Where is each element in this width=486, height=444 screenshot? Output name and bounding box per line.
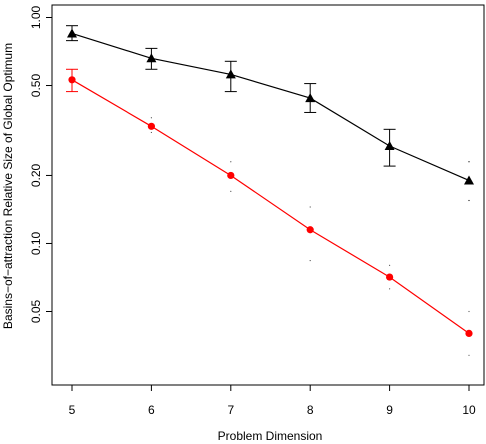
- y-axis-title: Basins−of−attraction Relative Size of Gl…: [1, 43, 15, 329]
- series-line: [71, 32, 470, 182]
- x-tick-label: 5: [69, 403, 76, 417]
- data-point-circle: [465, 329, 473, 337]
- spread-dot-top: [468, 310, 470, 313]
- y-tick-label: 0.20: [29, 163, 43, 187]
- series-layer: [66, 25, 474, 356]
- y-axis: 0.05 0.10 0.20 0.50 1.00: [29, 5, 52, 323]
- series-2: [66, 68, 473, 356]
- spread-dot-bottom: [468, 354, 470, 356]
- data-point-triangle: [146, 53, 157, 63]
- spread-dot-bottom: [309, 259, 311, 262]
- spread-dot-top: [150, 117, 152, 119]
- x-tick-label: 6: [148, 403, 155, 417]
- x-tick-label: 10: [462, 403, 476, 417]
- spread-dot-top: [230, 161, 232, 163]
- data-point-triangle: [225, 69, 236, 79]
- x-axis-title: Problem Dimension: [218, 429, 323, 443]
- plot-frame: [51, 4, 485, 386]
- spread-dot-top: [468, 161, 470, 163]
- data-point-circle: [227, 171, 235, 180]
- series-1: [66, 25, 474, 202]
- data-point-circle: [147, 122, 155, 130]
- x-axis: 5 6 7 8 9 10: [69, 385, 476, 417]
- spread-dot-bottom: [230, 190, 232, 192]
- x-tick-label: 8: [307, 403, 314, 417]
- data-point-triangle: [384, 140, 395, 150]
- spread-dot-top: [309, 206, 311, 208]
- spread-dot-bottom: [389, 288, 391, 290]
- y-tick-label: 0.10: [29, 231, 43, 255]
- data-point-circle: [68, 76, 76, 84]
- series-line: [71, 79, 470, 334]
- data-point-triangle: [305, 93, 316, 103]
- y-tick-label: 0.50: [29, 74, 43, 98]
- y-tick-label: 1.00: [29, 5, 43, 29]
- spread-dot-bottom: [468, 199, 470, 202]
- data-point-triangle: [464, 175, 474, 185]
- y-tick-label: 0.05: [29, 299, 43, 323]
- data-point-circle: [386, 273, 394, 281]
- spread-dot-bottom: [150, 131, 152, 134]
- x-tick-label: 9: [386, 403, 393, 417]
- data-point-triangle: [67, 28, 77, 38]
- data-point-circle: [306, 226, 314, 234]
- spread-dot-top: [389, 264, 391, 266]
- x-tick-label: 7: [227, 403, 234, 417]
